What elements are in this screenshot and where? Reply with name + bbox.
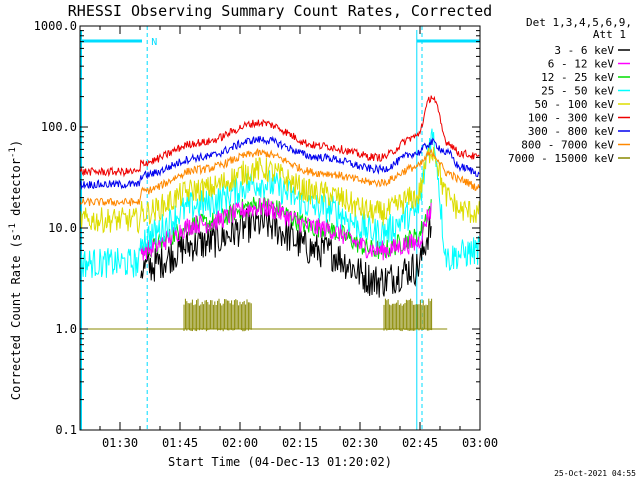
x-tick-label: 02:15 [282,436,318,450]
y-tick-label: 0.1 [55,423,77,437]
flag-label: N [151,37,157,48]
legend-label: 12 - 25 keV [541,71,614,84]
series-line-6 [79,147,480,207]
series-line-7 [79,135,480,191]
legend-label: 6 - 12 keV [548,58,615,71]
legend-label: 300 - 800 keV [528,125,614,138]
x-tick-label: 02:30 [342,436,378,450]
x-tick-label: 03:00 [462,436,498,450]
y-axis-label-mid: detector [9,158,23,223]
series-line-3 [140,197,432,261]
axes: 1000.0 100.0 10.0 1.0 0.1 01:30 01:45 02:00 02:1… [34,19,498,450]
y-axis-label-main: Corrected Count Rate (s [9,234,23,400]
y-tick-label: 10.0 [48,221,77,235]
legend-label: 3 - 6 keV [554,44,614,57]
y-tick-label: 1000.0 [34,19,77,33]
high-energy-spikes-2 [383,298,433,332]
y-axis-label-sup2: -1 [8,147,18,158]
x-tick-label: 01:45 [162,436,198,450]
high-energy-spikes-1 [183,298,252,332]
y-tick-label: 1.0 [55,322,77,336]
chart-title: RHESSI Observing Summary Count Rates, Co… [68,2,492,20]
legend-header-1: Det 1,3,4,5,6,9, [526,16,632,29]
y-axis-label: Corrected Count Rate (s-1 detector-1) [8,140,23,400]
legend-label: 7000 - 15000 keV [508,152,614,165]
x-tick-label: 01:30 [102,436,138,450]
y-tick-label: 100.0 [41,120,77,134]
x-axis-label: Start Time (04-Dec-13 01:20:02) [168,455,392,469]
x-tick-label: 02:00 [222,436,258,450]
y-axis-label-sup1: -1 [8,223,18,234]
series-line-5 [79,145,480,235]
legend-label: 50 - 100 keV [535,98,615,111]
series-line-1 [140,207,432,298]
legend-label: 800 - 7000 keV [521,139,614,152]
x-tick-label: 02:45 [402,436,438,450]
y-axis-label-end: ) [9,140,23,147]
timestamp: 25-Oct-2021 04:55 [554,469,636,478]
legend-label: 100 - 300 keV [528,112,614,125]
legend-header-2: Att 1 [593,28,626,41]
plot-area: N [79,26,481,430]
legend-label: 25 - 50 keV [541,85,614,98]
series-line-8 [79,95,480,178]
svg-text:Corrected Count Rate (s-1 dete: Corrected Count Rate (s-1 detector-1) [8,140,23,400]
